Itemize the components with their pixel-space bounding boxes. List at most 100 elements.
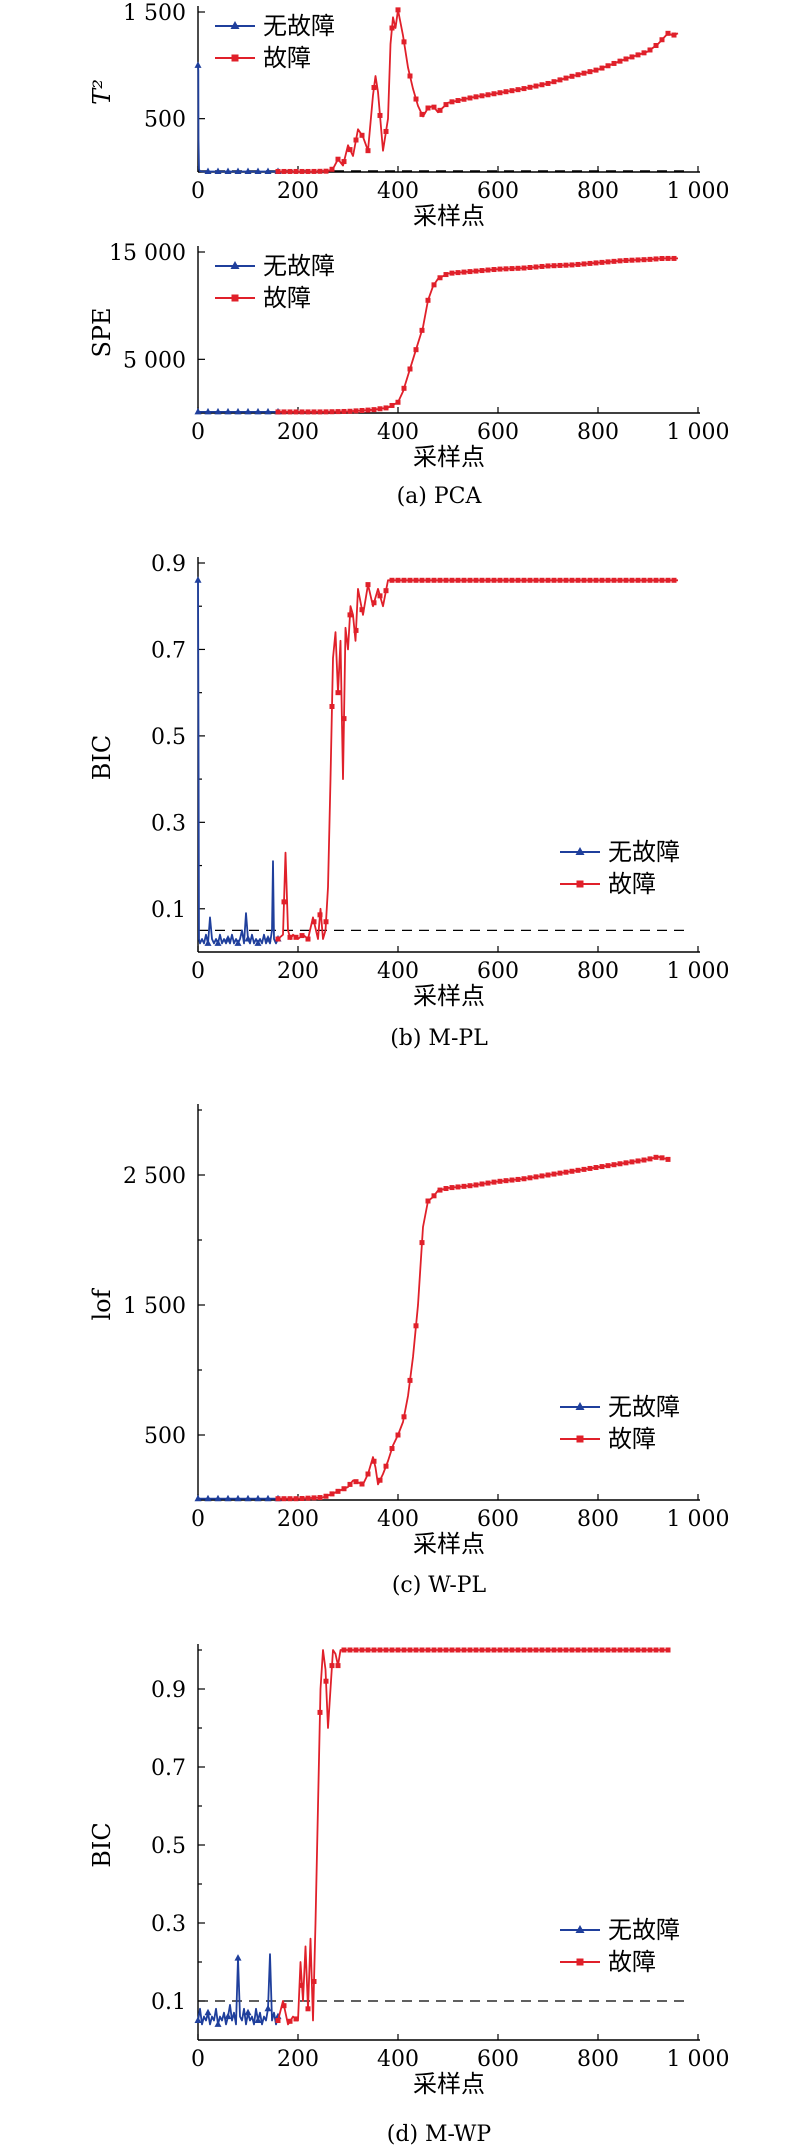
data-point-marker — [254, 939, 262, 946]
data-point-marker — [395, 7, 401, 13]
data-point-marker — [335, 409, 341, 415]
data-point-marker — [467, 1647, 473, 1653]
data-point-marker — [419, 1647, 425, 1653]
data-point-marker — [293, 934, 299, 940]
data-point-marker — [503, 89, 509, 95]
data-point-marker — [545, 1172, 551, 1178]
data-point-marker — [407, 1647, 413, 1653]
data-point-marker — [401, 1414, 407, 1420]
data-point-marker — [401, 385, 407, 391]
data-point-marker — [599, 577, 605, 583]
data-point-marker — [569, 577, 575, 583]
data-point-marker — [389, 577, 395, 583]
data-point-marker — [611, 258, 617, 264]
data-point-marker — [371, 85, 377, 91]
x-tick-label: 600 — [477, 2047, 519, 2072]
data-point-marker — [521, 1176, 527, 1182]
x-tick-label: 200 — [277, 420, 319, 445]
data-point-marker — [347, 408, 353, 414]
data-point-marker — [377, 593, 383, 599]
data-point-marker — [287, 409, 293, 415]
data-point-marker — [224, 407, 232, 415]
data-point-marker — [281, 168, 287, 174]
data-point-marker — [533, 1647, 539, 1653]
data-point-marker — [617, 258, 623, 264]
data-point-marker — [599, 1647, 605, 1653]
data-point-marker — [264, 407, 272, 415]
x-tick-label: 800 — [577, 179, 619, 204]
data-point-marker — [299, 933, 305, 939]
data-point-marker — [659, 256, 665, 262]
x-tick-label: 800 — [577, 959, 619, 984]
data-point-marker — [521, 577, 527, 583]
data-point-marker — [527, 1175, 533, 1181]
data-point-marker — [449, 270, 455, 276]
data-point-marker — [473, 1647, 479, 1653]
data-point-marker — [395, 577, 401, 583]
data-point-marker — [569, 1168, 575, 1174]
data-point-marker — [281, 2003, 287, 2009]
data-point-marker — [347, 147, 353, 153]
data-point-marker — [641, 1157, 647, 1163]
data-point-marker — [317, 409, 323, 415]
legend-label: 无故障 — [608, 1393, 680, 1421]
data-point-marker — [275, 1496, 281, 1502]
data-point-marker — [467, 95, 473, 101]
y-tick-label: 1 500 — [123, 1, 186, 26]
x-axis-label: 采样点 — [413, 443, 485, 471]
data-point-marker — [287, 2018, 293, 2024]
data-point-marker — [353, 627, 359, 633]
data-point-marker — [365, 148, 371, 154]
legend-marker-square — [231, 54, 239, 62]
data-point-marker — [275, 168, 281, 174]
data-point-marker — [425, 577, 431, 583]
data-point-marker — [359, 407, 365, 413]
data-point-marker — [425, 1647, 431, 1653]
data-point-marker — [401, 577, 407, 583]
data-point-marker — [329, 1491, 335, 1497]
data-point-marker — [341, 716, 347, 722]
x-tick-label: 0 — [191, 420, 205, 445]
data-point-marker — [264, 167, 272, 174]
legend-marker-triangle — [575, 1402, 585, 1410]
data-point-marker — [671, 32, 677, 38]
data-point-marker — [617, 1647, 623, 1653]
data-point-marker — [329, 409, 335, 415]
data-point-marker — [224, 1494, 232, 1502]
x-tick-label: 400 — [377, 420, 419, 445]
data-point-marker — [371, 407, 377, 413]
data-point-marker — [413, 1323, 419, 1329]
data-point-marker — [383, 128, 389, 134]
data-point-marker — [224, 167, 232, 174]
x-tick-label: 0 — [191, 1507, 205, 1532]
x-axis-label: 采样点 — [413, 202, 485, 230]
data-point-marker — [665, 1647, 671, 1653]
data-point-marker — [539, 1173, 545, 1179]
data-point-marker — [581, 577, 587, 583]
data-point-marker — [641, 257, 647, 263]
data-point-marker — [365, 1647, 371, 1653]
data-point-marker — [599, 65, 605, 71]
data-point-marker — [533, 1174, 539, 1180]
data-point-marker — [467, 1183, 473, 1189]
data-point-marker — [539, 82, 545, 88]
data-point-marker — [581, 1166, 587, 1172]
data-point-marker — [353, 137, 359, 143]
data-point-marker — [521, 265, 527, 271]
data-point-marker — [533, 577, 539, 583]
data-point-marker — [653, 256, 659, 262]
data-point-marker — [665, 30, 671, 36]
legend-label: 故障 — [608, 870, 656, 898]
data-point-marker — [383, 588, 389, 594]
data-point-marker — [455, 98, 461, 104]
x-axis-label: 采样点 — [413, 982, 485, 1010]
series-line-fault — [278, 257, 678, 413]
data-point-marker — [353, 1647, 359, 1653]
data-point-marker — [635, 257, 641, 263]
data-point-marker — [437, 107, 443, 113]
data-point-marker — [647, 1647, 653, 1653]
data-point-marker — [641, 1647, 647, 1653]
data-point-marker — [635, 52, 641, 58]
y-tick-label: 0.9 — [151, 1678, 186, 1703]
y-axis-label: T² — [88, 79, 116, 105]
